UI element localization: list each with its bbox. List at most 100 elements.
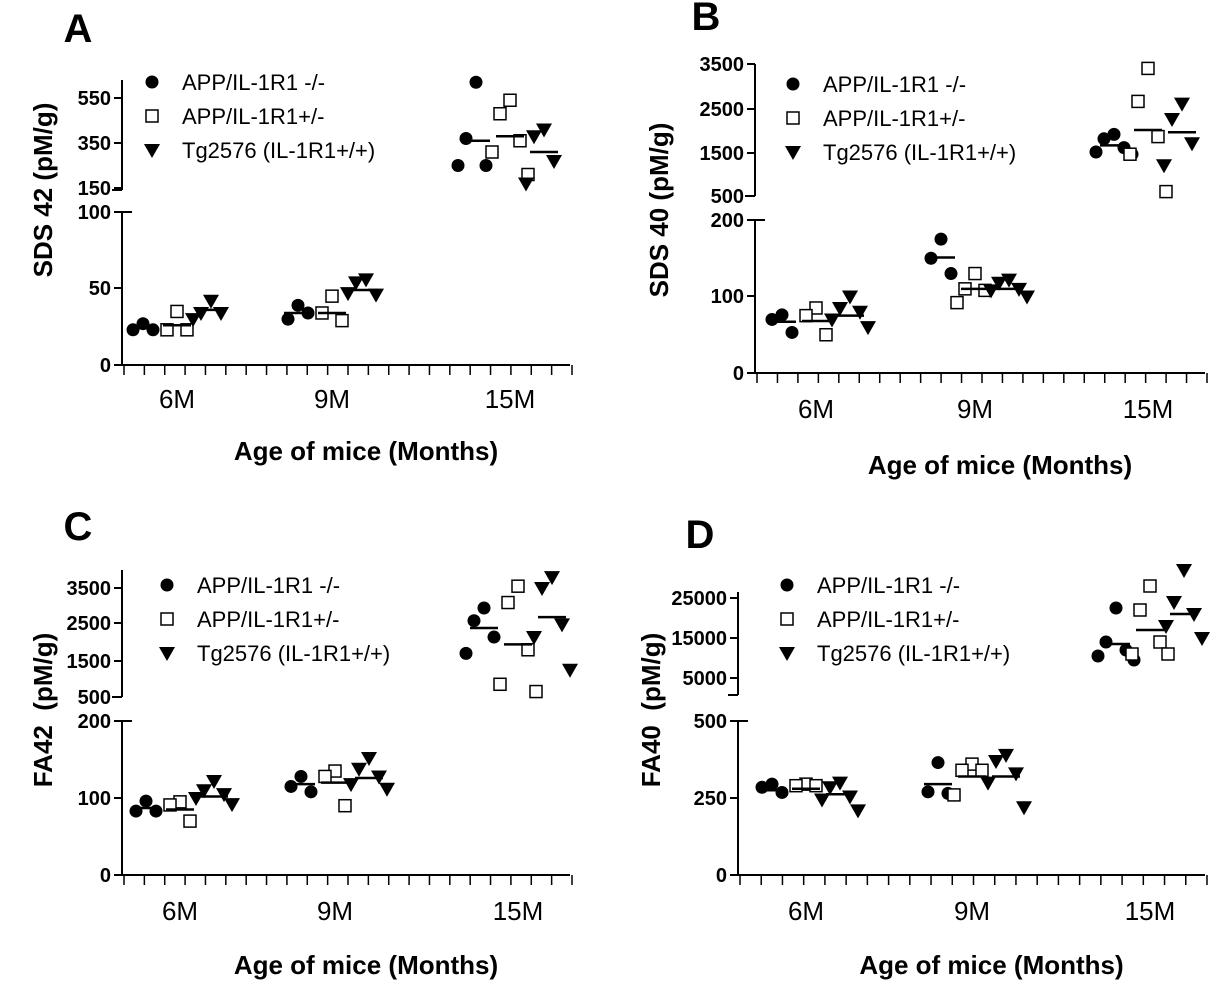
data-point [1019,290,1035,305]
data-point [822,781,838,796]
data-point [931,756,945,770]
data-point [493,677,507,692]
x-category-label: 9M [317,896,353,926]
series-3 [824,97,1200,336]
data-point [160,323,174,337]
data-point [1176,564,1192,578]
legend-marker [786,77,800,91]
legend-label: APP/IL-1R1 -/- [817,573,960,598]
data-point [832,301,848,316]
data-point [325,289,339,303]
series-2 [163,579,543,828]
data-point [294,769,308,783]
legend: APP/IL-1R1 -/- APP/IL-1R1+/- Tg2576 (IL-1R… [159,573,390,666]
data-point [281,312,295,326]
data-point [1099,635,1113,649]
legend-label: APP/IL-1R1+/- [182,104,324,129]
data-point [129,804,143,818]
x-category-label: 6M [788,896,824,926]
panel-letter: C [64,505,93,549]
data-point [1016,801,1032,816]
x-category-label: 15M [1123,394,1174,424]
data-point [146,323,160,337]
legend: APP/IL-1R1 -/- APP/IL-1R1+/- Tg2576 (IL-1R… [785,72,1016,165]
legend-marker [145,75,159,89]
data-point [149,804,163,818]
panel-letter: A [64,7,93,51]
data-point [1107,127,1121,141]
y-tick-label: 1500 [67,651,112,673]
y-tick-label: 500 [78,687,111,709]
y-axis-label: SDS 42 (pM/g) [28,103,58,278]
data-point [1123,147,1137,161]
legend-label: Tg2576 (IL-1R1+/+) [197,641,390,666]
data-point [136,317,150,331]
y-tick-label: 2500 [700,99,745,121]
data-point [850,804,866,819]
legend-marker [160,578,174,592]
data-point [343,778,359,793]
legend-label: APP/IL-1R1 -/- [197,573,340,598]
data-point [950,295,964,310]
legend-label: APP/IL-1R1 -/- [182,70,325,95]
data-point [546,155,562,169]
y-tick-label: 200 [78,711,111,733]
series-1 [126,75,493,337]
data-point [170,304,184,319]
data-point [348,276,364,291]
y-tick-label: 2500 [67,613,112,635]
legend: APP/IL-1R1 -/- APP/IL-1R1+/- Tg2576 (IL-1R… [779,573,1010,666]
data-point [785,325,799,339]
data-point [1166,596,1182,610]
data-point [968,266,982,281]
data-point [1156,159,1172,174]
data-point [493,107,507,121]
data-point [1131,94,1145,109]
legend-marker [779,647,795,661]
data-point [224,798,240,813]
y-tick-label: 100 [78,202,111,224]
data-point [824,313,840,328]
data-point [1151,129,1165,144]
legend-label: APP/IL-1R1+/- [823,106,965,131]
legend-marker [159,647,175,661]
x-category-label: 9M [957,394,993,424]
y-tick-label: 250 [694,788,727,810]
y-tick-label: 3500 [67,578,112,600]
y-tick-label: 25000 [671,588,727,610]
data-point [185,313,201,328]
series-3 [814,564,1210,819]
legend-label: APP/IL-1R1+/- [817,607,959,632]
data-point [526,130,542,145]
data-point [988,755,1004,770]
data-point [513,134,527,148]
y-tick-label: 5000 [683,668,728,690]
legend-marker [144,144,160,158]
y-tick-label: 350 [78,133,111,155]
data-point [1141,61,1155,76]
data-point [1159,184,1173,199]
data-point [562,663,578,678]
data-point [206,775,222,790]
y-tick-label: 150 [78,178,111,200]
y-tick-label: 500 [711,186,744,208]
data-point [1143,579,1157,593]
data-point [216,788,232,803]
data-point [1194,632,1210,646]
data-point [361,751,377,766]
series-2 [799,61,1173,342]
data-point [526,631,542,646]
data-point [765,312,779,326]
x-category-label: 9M [314,384,350,414]
data-point [980,776,996,791]
panel-d: D 0 250 500 5000 15000 25000 FA40 (pM/g) 6M 9M 15M… [636,513,1210,980]
legend-marker [145,109,159,123]
data-point [814,793,830,808]
y-tick-label: 15000 [671,628,727,650]
data-point [501,595,515,610]
data-point [163,798,177,812]
series-2 [160,93,535,337]
x-category-label: 6M [798,394,834,424]
